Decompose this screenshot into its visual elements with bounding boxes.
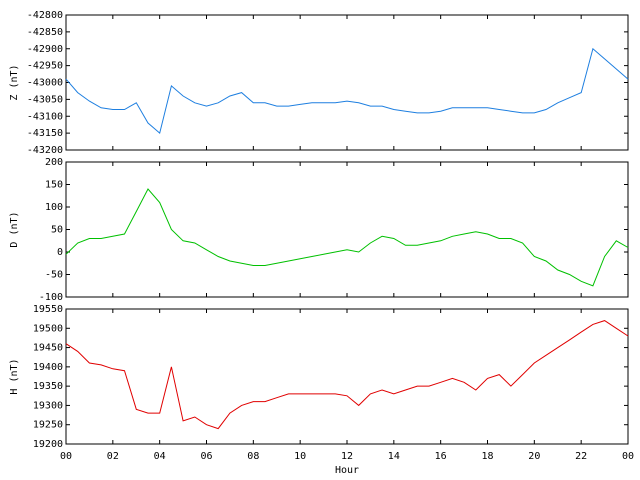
y-tick-label: 19350 [33, 381, 63, 392]
data-line [65, 47, 629, 135]
y-tick-label: 100 [45, 202, 63, 213]
y-axis-label: H (nT) [9, 358, 20, 394]
x-tick-label: 14 [388, 451, 400, 462]
y-tick-label: -43100 [27, 111, 63, 122]
y-tick-label: 19500 [33, 323, 63, 334]
plot-frame [65, 308, 629, 445]
y-tick-label: 19250 [33, 420, 63, 431]
x-axis-label: Hour [335, 465, 359, 476]
y-tick-label: -50 [45, 270, 63, 281]
y-tick-label: 19400 [33, 362, 63, 373]
x-tick-label: 00 [622, 451, 634, 462]
y-tick-label: 0 [57, 247, 63, 258]
data-line [65, 188, 629, 287]
x-tick-label: 16 [435, 451, 447, 462]
y-tick-label: -42800 [27, 10, 63, 21]
data-line [65, 320, 629, 430]
y-axis-label: D (nT) [9, 211, 20, 247]
y-tick-label: -43200 [27, 145, 63, 156]
y-tick-label: 50 [51, 225, 63, 236]
y-tick-label: 19550 [33, 304, 63, 315]
x-tick-label: 08 [247, 451, 259, 462]
x-tick-label: 10 [294, 451, 306, 462]
plot-frame [65, 14, 629, 151]
y-tick-label: 19200 [33, 439, 63, 450]
x-tick-label: 22 [575, 451, 587, 462]
y-tick-label: -42900 [27, 44, 63, 55]
y-tick-label: -42950 [27, 61, 63, 72]
y-tick-label: -43050 [27, 94, 63, 105]
y-tick-label: 200 [45, 157, 63, 168]
y-tick-label: -42850 [27, 27, 63, 38]
x-tick-label: 20 [528, 451, 540, 462]
y-tick-label: -43150 [27, 128, 63, 139]
y-tick-label: 19300 [33, 400, 63, 411]
plot-frame [65, 161, 629, 298]
x-tick-label: 12 [341, 451, 353, 462]
y-tick-label: -100 [39, 292, 63, 303]
y-tick-label: -43000 [27, 78, 63, 89]
x-tick-label: 06 [200, 451, 212, 462]
x-tick-label: 00 [60, 451, 72, 462]
y-tick-label: 19450 [33, 343, 63, 354]
x-tick-label: 04 [154, 451, 166, 462]
y-tick-label: 150 [45, 180, 63, 191]
x-tick-label: 02 [107, 451, 119, 462]
y-axis-label: Z (nT) [9, 64, 20, 100]
x-tick-label: 18 [481, 451, 493, 462]
